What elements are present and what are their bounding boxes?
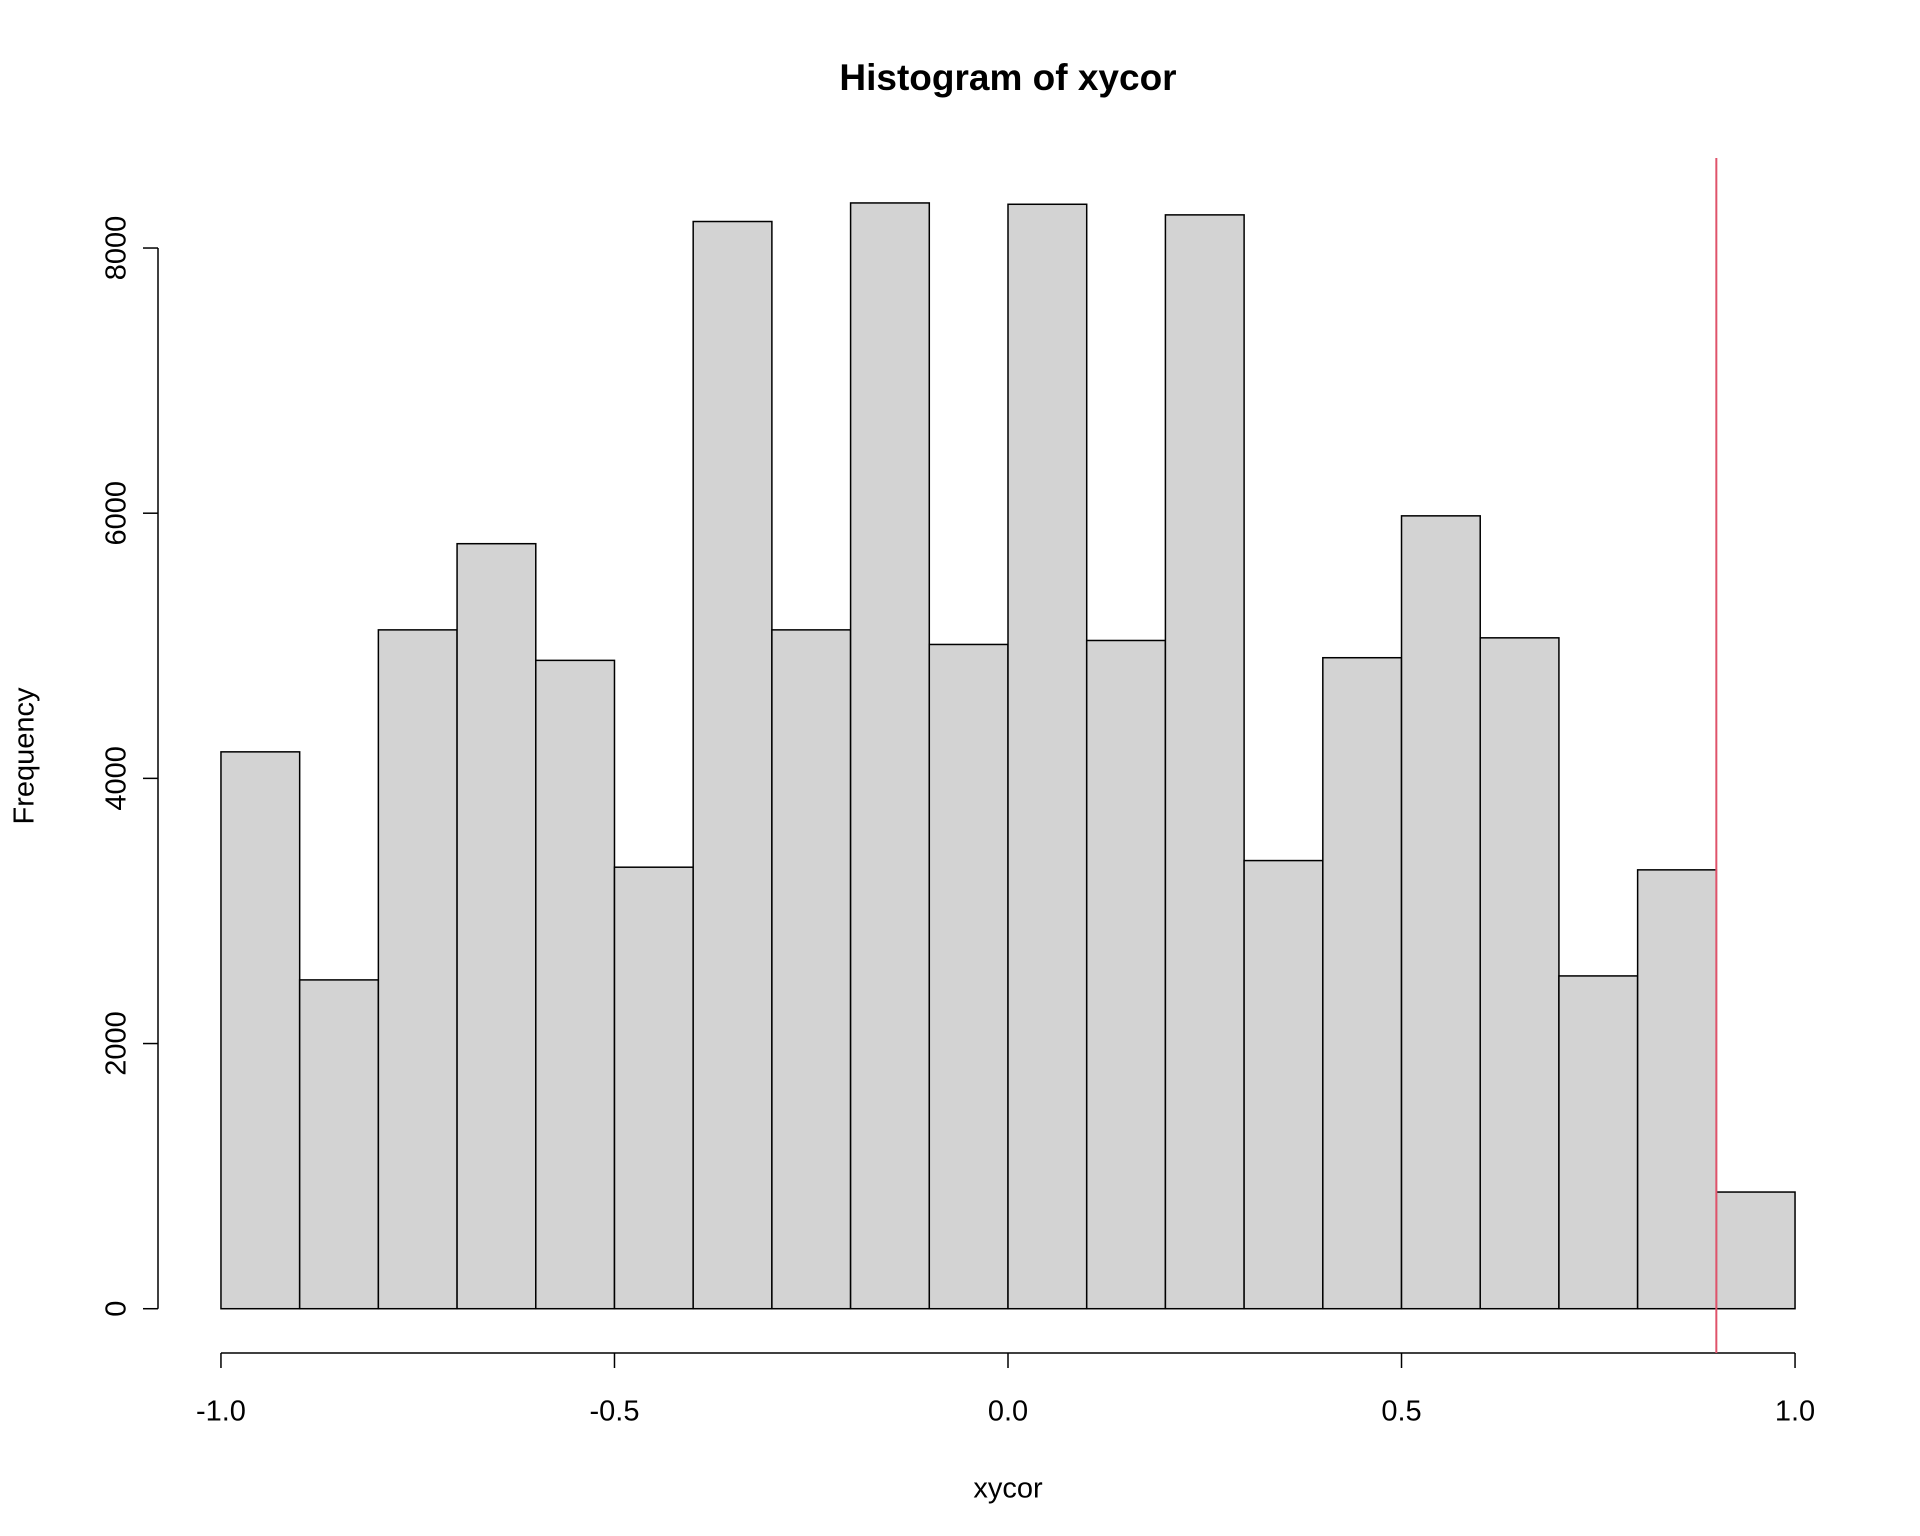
bar: [1007, 203, 1088, 1310]
y-tick-label: 8000: [101, 216, 133, 281]
bar: [849, 202, 931, 1310]
bar: [1558, 975, 1639, 1310]
bar: [1243, 859, 1324, 1310]
x-tick-label: -0.5: [589, 1396, 639, 1428]
y-axis-label: Frequency: [9, 687, 41, 825]
y-tick-label: 0: [101, 1301, 133, 1317]
bar: [1164, 214, 1245, 1310]
bar: [692, 220, 773, 1310]
x-tick-label: 0.5: [1381, 1396, 1421, 1428]
bar: [535, 659, 616, 1310]
x-axis-label: xycor: [973, 1473, 1043, 1505]
bar: [1400, 515, 1481, 1310]
x-tick-label: -1.0: [196, 1396, 246, 1428]
bar: [928, 643, 1009, 1310]
bar: [1479, 637, 1560, 1310]
bar: [1636, 869, 1718, 1310]
bar: [771, 629, 852, 1310]
bar: [1322, 656, 1403, 1310]
bar: [298, 979, 380, 1310]
bar: [377, 629, 458, 1310]
bar: [456, 542, 537, 1310]
bar: [613, 866, 694, 1310]
chart-title: Histogram of xycor: [839, 57, 1176, 98]
bar: [1715, 1191, 1796, 1310]
y-tick-label: 6000: [101, 481, 133, 546]
x-tick-label: 0.0: [988, 1396, 1028, 1428]
y-tick-label: 2000: [101, 1011, 133, 1076]
bar: [220, 751, 301, 1310]
bar: [1085, 639, 1167, 1310]
y-tick-label: 4000: [101, 746, 133, 811]
x-tick-label: 1.0: [1775, 1396, 1815, 1428]
